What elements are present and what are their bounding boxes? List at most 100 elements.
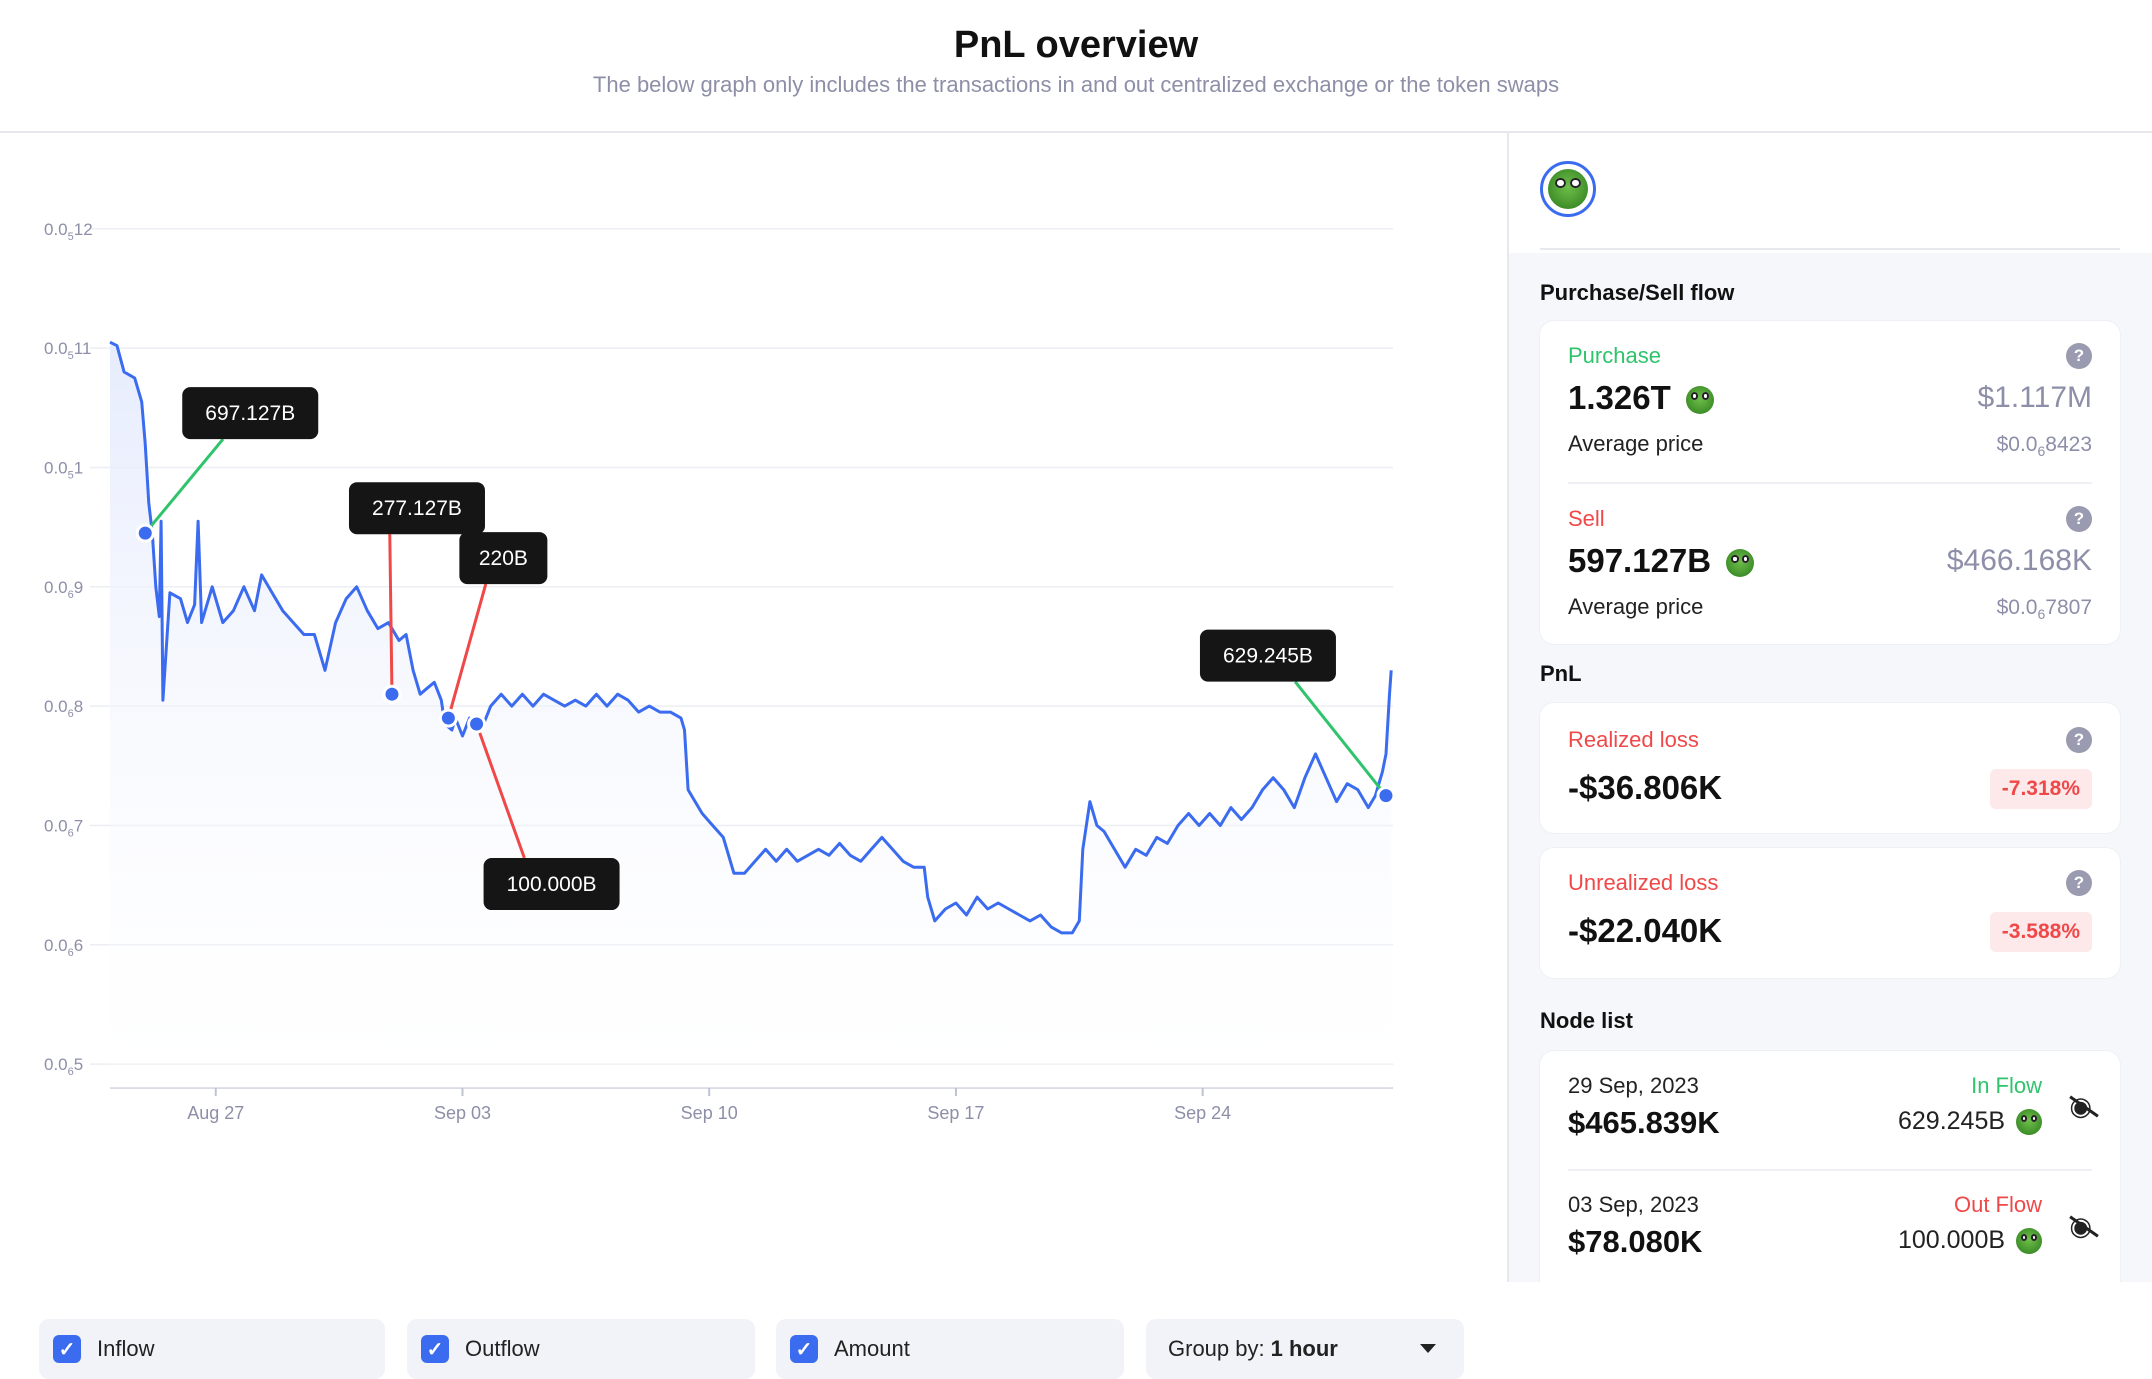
annotation-connector	[446, 583, 488, 719]
page-subtitle: The below graph only includes the transa…	[592, 72, 1560, 97]
amount-toggle[interactable]: ✓ Amount	[776, 1319, 1124, 1379]
node-item[interactable]: 03 Sep, 2023 $78.080K Out Flow 100.000B …	[1540, 1171, 2120, 1282]
help-icon[interactable]: ?	[2066, 506, 2092, 532]
annotation-connector	[1293, 680, 1388, 797]
annotation-label: 697.127B	[205, 402, 295, 425]
help-icon[interactable]: ?	[2066, 870, 2092, 896]
page-title: PnL overview	[953, 24, 1199, 66]
purchase-label: Purchase	[1568, 343, 1661, 368]
token-avatar[interactable]	[1540, 161, 1596, 217]
purchase-usd: $1.117M	[1977, 381, 2092, 414]
sell-amount: 597.127B	[1568, 542, 1755, 580]
annotation-label: 277.127B	[372, 497, 462, 520]
chart-price-line	[109, 340, 1393, 935]
realized-pct-badge: -7.318%	[1989, 769, 2092, 809]
node-divider	[1568, 1169, 2092, 1171]
purchase-avg-label: Average price	[1568, 431, 1704, 456]
node-list-title: Node list	[1540, 1008, 1633, 1033]
sell-label: Sell	[1568, 506, 1605, 531]
help-icon[interactable]: ?	[2066, 343, 2092, 369]
node-date: 03 Sep, 2023	[1568, 1192, 1699, 1217]
node-amount-value: 629.245B	[1898, 1107, 2006, 1135]
amount-label: Amount	[834, 1336, 910, 1361]
purchase-amount: 1.326T	[1568, 379, 1714, 417]
purchase-avg-price: $0.068423	[1997, 433, 2092, 459]
pepe-token-icon	[1726, 549, 1755, 578]
annotation-connector	[475, 723, 526, 859]
sell-avg-rest: 7807	[2045, 596, 2092, 619]
node-date: 29 Sep, 2023	[1568, 1073, 1699, 1098]
y-tick-label: 0.068	[44, 697, 83, 720]
node-amount: 100.000B	[1898, 1226, 2042, 1255]
inflow-checkbox[interactable]: ✓	[53, 1335, 81, 1363]
annotation-label-box	[348, 482, 485, 535]
annotation-connector	[144, 438, 225, 535]
y-tick-label: 0.051	[44, 458, 83, 481]
y-tick-label: 0.065	[44, 1055, 83, 1078]
node-item[interactable]: 29 Sep, 2023 $465.839K In Flow 629.245B …	[1540, 1051, 2120, 1171]
purchase-amount-value: 1.326T	[1568, 379, 1671, 416]
outflow-toggle[interactable]: ✓ Outflow	[407, 1319, 755, 1379]
annotation-label-box	[483, 858, 620, 911]
annotation-point	[467, 714, 487, 734]
panel-divider	[1540, 248, 2120, 250]
sell-avg-price: $0.067807	[1997, 596, 2092, 622]
annotation-point	[438, 708, 458, 728]
realized-label: Realized loss	[1568, 727, 1699, 752]
pepe-token-icon	[1548, 169, 1588, 209]
sell-avg-label: Average price	[1568, 594, 1704, 619]
realized-value: -$36.806K	[1568, 769, 1723, 806]
chart-area-fill	[110, 342, 1392, 1088]
x-tick-label: Aug 27	[187, 1103, 244, 1123]
node-amount-value: 100.000B	[1898, 1226, 2006, 1254]
pnl-chart: 0.0512 0.0511 0.051 0.069 0.068 0.067 0.066 0.0…	[44, 220, 1396, 1123]
card-divider	[1568, 482, 2092, 484]
annotation-label: 220B	[479, 547, 528, 570]
x-tick-label: Sep 17	[927, 1103, 984, 1123]
node-flow: Out Flow	[1953, 1192, 2042, 1217]
annotation-point	[135, 523, 155, 543]
annotation-point	[382, 684, 402, 704]
x-tick-label: Sep 24	[1174, 1103, 1231, 1123]
y-tick-label: 0.069	[44, 578, 83, 601]
node-list-card: 29 Sep, 2023 $465.839K In Flow 629.245B …	[1540, 1051, 2120, 1282]
amount-checkbox[interactable]: ✓	[790, 1335, 818, 1363]
y-tick-label: 0.067	[44, 816, 83, 839]
unrealized-loss-card: Unrealized loss ? -$22.040K -3.588%	[1540, 848, 2120, 978]
group-by-label: Group by:	[1168, 1336, 1265, 1361]
annotation-label-box	[459, 532, 548, 585]
outflow-checkbox[interactable]: ✓	[421, 1335, 449, 1363]
chart-section: 0.0512 0.0511 0.051 0.069 0.068 0.067 0.066 0.0…	[0, 133, 1507, 1379]
annotation-connector	[388, 534, 394, 695]
pepe-token-icon	[1685, 386, 1714, 415]
annotation-label-box	[182, 387, 319, 440]
page-header: PnL overview The below graph only includ…	[0, 0, 2152, 133]
realized-loss-card: Realized loss ? -$36.806K -7.318%	[1540, 703, 2120, 833]
pepe-token-icon	[2016, 1228, 2042, 1255]
unrealized-label: Unrealized loss	[1568, 870, 1719, 895]
annotation-point	[1376, 786, 1396, 806]
help-icon[interactable]: ?	[2066, 727, 2092, 753]
eye-off-icon[interactable]: ◉	[2069, 1091, 2092, 1121]
purchase-sell-card: Purchase ? 1.326T $1.117M Average price …	[1540, 321, 2120, 644]
unrealized-pct-badge: -3.588%	[1989, 912, 2092, 952]
y-tick-label: 0.066	[44, 936, 83, 959]
node-flow: In Flow	[1971, 1073, 2042, 1098]
unrealized-value: -$22.040K	[1568, 912, 1723, 949]
pepe-token-icon	[2016, 1109, 2042, 1136]
annotation-label: 100.000B	[507, 873, 597, 896]
y-tick-label: 0.0511	[44, 339, 91, 362]
caret-down-icon	[1420, 1344, 1436, 1353]
sell-avg-sub: 6	[2037, 606, 2046, 623]
purchase-avg-base: $0.0	[1996, 433, 2038, 456]
inflow-toggle[interactable]: ✓ Inflow	[39, 1319, 385, 1379]
eye-off-icon[interactable]: ◉	[2069, 1211, 2092, 1241]
x-tick-label: Sep 10	[681, 1103, 738, 1123]
purchase-avg-rest: 8423	[2045, 433, 2092, 456]
node-amount: 629.245B	[1898, 1107, 2042, 1136]
node-value: $78.080K	[1568, 1224, 1703, 1259]
pnl-title: PnL	[1540, 661, 1582, 686]
annotation-label-box	[1199, 629, 1336, 682]
group-by-select[interactable]: Group by: 1 hour	[1146, 1319, 1464, 1379]
outflow-label: Outflow	[465, 1336, 540, 1361]
